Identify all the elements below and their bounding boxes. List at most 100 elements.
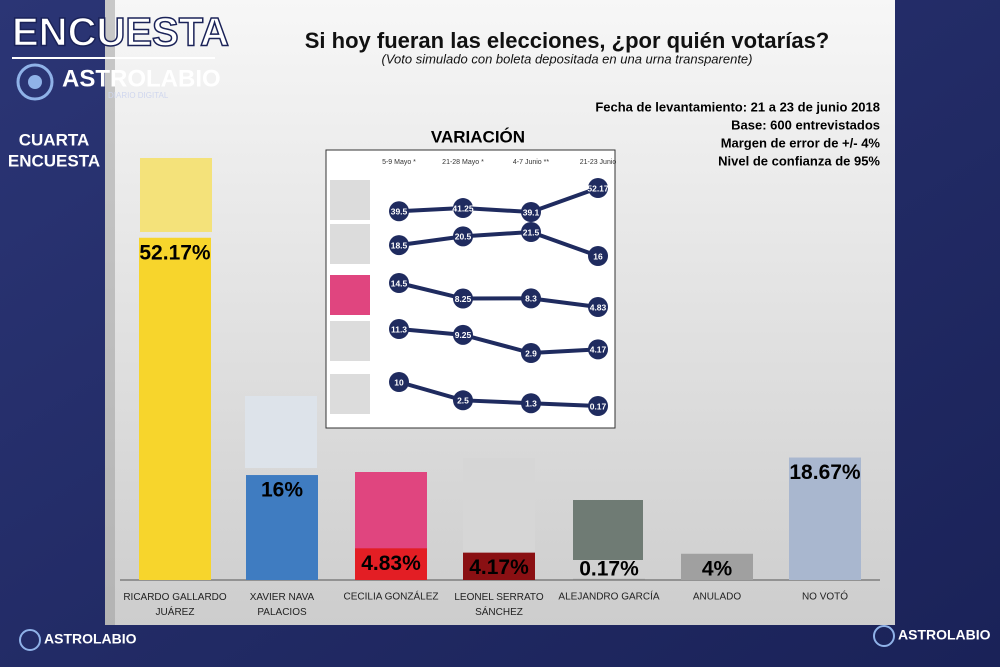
value-label: 4% <box>702 557 733 580</box>
point <box>389 273 409 293</box>
logo-globe <box>16 63 54 101</box>
point-label: 16 <box>593 251 603 261</box>
point-label: 1.3 <box>525 398 537 408</box>
photo <box>330 374 370 414</box>
photo <box>140 158 212 232</box>
footer-globe <box>19 629 41 651</box>
logo-tagline: DIARIO DIGITAL <box>108 91 169 100</box>
line <box>398 229 599 258</box>
value-label: 0.17% <box>579 558 639 581</box>
photo <box>330 321 370 361</box>
point <box>521 343 541 363</box>
chart-title: Si hoy fueran las elecciones, ¿por quién… <box>305 28 830 53</box>
note: Nivel de confianza de 95% <box>718 153 880 168</box>
bar <box>246 475 318 580</box>
bar <box>681 553 753 580</box>
x-tick-label: NO VOTÓ <box>802 590 848 603</box>
photo <box>330 275 370 315</box>
panel-shadow <box>105 0 115 625</box>
point-label: 11.3 <box>391 324 407 334</box>
logo-globe-core <box>28 75 42 89</box>
point-label: 4.17 <box>590 345 607 355</box>
point-label: 8.25 <box>455 294 472 304</box>
point <box>521 222 541 242</box>
point-label: 2.5 <box>457 396 469 406</box>
point <box>389 372 409 392</box>
point-label: 14.5 <box>391 278 408 288</box>
x-tick-label: 21-28 Mayo * <box>442 159 484 166</box>
line <box>398 186 599 215</box>
point-label: 0.17 <box>590 401 607 411</box>
edition: ENCUESTA <box>8 151 100 170</box>
point <box>453 288 473 309</box>
point <box>389 235 409 256</box>
note: Base: 600 entrevistados <box>731 117 880 132</box>
point <box>389 201 409 222</box>
x-tick-label: 21-23 Junio <box>580 159 617 166</box>
series: 18.5 20.5 21.5 16 <box>330 222 608 266</box>
footer-brand: ASTROLABIO <box>898 627 991 643</box>
point-label: 9.25 <box>455 330 472 340</box>
value-label: 4.83% <box>361 552 421 575</box>
point <box>588 339 608 360</box>
point-label: 52.17 <box>587 183 609 193</box>
photo <box>245 396 317 468</box>
x-tick-label: 4-7 Junio ** <box>513 159 549 166</box>
point <box>453 390 473 411</box>
x-tick-label: RICARDO GALLARDO JUÁREZ <box>123 592 227 618</box>
photo <box>330 180 370 220</box>
point-label: 21.5 <box>523 227 540 237</box>
inset-title: VARIACIÓN <box>431 127 525 146</box>
x-tick-label: ANULADO <box>693 592 742 603</box>
bar <box>139 237 211 580</box>
x-tick-label: 5-9 Mayo * <box>382 159 416 166</box>
series: 11.3 9.25 2.9 4.17 <box>330 319 608 363</box>
point <box>389 319 409 339</box>
point <box>453 324 473 345</box>
value-label: 52.17% <box>139 241 211 264</box>
point <box>588 178 608 198</box>
series: 14.5 8.25 8.3 4.83 <box>330 273 608 317</box>
series: 10 2.5 1.3 0.17 <box>330 372 608 416</box>
inset <box>325 149 616 429</box>
point <box>588 396 608 416</box>
logo-brand: ASTROLABIO <box>62 65 221 92</box>
point-label: 4.83 <box>590 302 607 312</box>
value-label: 4.17% <box>469 556 529 579</box>
point <box>453 198 473 219</box>
photo <box>330 224 370 264</box>
point-label: 8.3 <box>525 294 537 304</box>
footer-brand: ASTROLABIO <box>44 631 137 647</box>
point <box>588 297 608 317</box>
point <box>588 246 608 266</box>
point-label: 18.5 <box>391 240 408 250</box>
point <box>521 288 541 309</box>
point <box>521 393 541 414</box>
line <box>398 380 599 408</box>
x-tick-label: LEONEL SERRATO SÁNCHEZ <box>454 592 544 618</box>
photo <box>355 472 427 550</box>
point-label: 10 <box>394 377 404 387</box>
footer-globe <box>873 625 895 647</box>
point-label: 39.5 <box>391 207 408 217</box>
note: Margen de error de +/- 4% <box>721 135 881 150</box>
point-label: 20.5 <box>455 232 472 242</box>
point-label: 39.1 <box>523 207 540 217</box>
point-label: 2.9 <box>525 348 537 358</box>
line <box>398 327 599 356</box>
photo <box>573 500 643 560</box>
point <box>453 226 473 247</box>
note: Fecha de levantamiento: 21 a 23 de junio… <box>595 99 880 114</box>
line <box>398 281 599 309</box>
photo <box>463 458 535 553</box>
bar <box>355 548 427 580</box>
bar <box>789 457 861 580</box>
value-label: 18.67% <box>789 461 861 484</box>
value-label: 16% <box>261 479 303 502</box>
x-tick-label: CECILIA GONZÁLEZ <box>343 590 438 603</box>
x-tick-label: XAVIER NAVA PALACIOS <box>250 592 315 618</box>
edition: CUARTA <box>19 130 90 149</box>
series: 39.5 41.25 39.1 52.17 <box>330 178 609 222</box>
logo-title: ENCUESTA <box>12 11 229 55</box>
